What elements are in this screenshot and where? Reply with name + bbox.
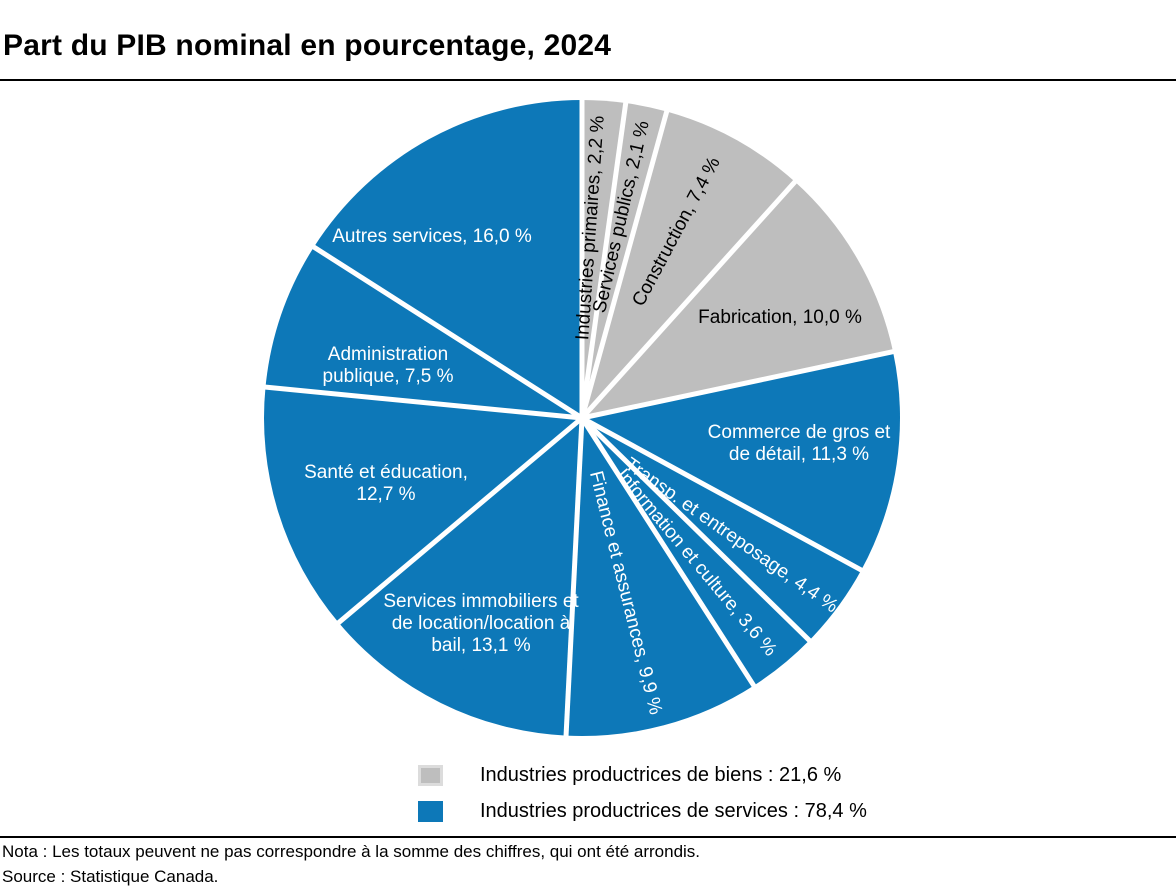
slice-label-autres-services: Autres services, 16,0 % — [332, 226, 532, 247]
slice-label-services-immobiliers: Services immobiliers et de location/locat… — [383, 591, 579, 656]
legend: Industries productrices de biens : 21,6 … — [418, 757, 867, 829]
slice-label-sante-et-education: Santé et éducation, 12,7 % — [304, 462, 468, 505]
title-rule — [0, 79, 1176, 81]
legend-row-biens: Industries productrices de biens : 21,6 … — [418, 757, 867, 793]
slice-label-administration-publique: Administration publique, 7,5 % — [322, 344, 454, 387]
slice-label-commerce-de-gros-et-de-detail: Commerce de gros et de détail, 11,3 % — [707, 422, 891, 465]
chart-source: Source : Statistique Canada. — [2, 867, 219, 886]
slice-separator — [580, 179, 798, 420]
slice-separator — [579, 416, 757, 688]
slice-separator — [579, 109, 670, 419]
pie-slice-construction — [582, 111, 795, 419]
slice-separator — [336, 416, 584, 626]
legend-label-services: Industries productrices de services : 78… — [480, 799, 867, 822]
slice-separator — [311, 244, 584, 421]
footer-rule — [0, 836, 1176, 838]
slice-separator — [581, 349, 895, 421]
slice-separator — [580, 415, 864, 573]
legend-label-biens: Industries productrices de biens : 21,6 … — [480, 763, 842, 786]
slice-separator — [563, 417, 585, 737]
pie-slice-information-et-culture — [582, 418, 810, 686]
pie-slice-finance-et-assurances — [566, 418, 754, 737]
pie-slice-autres-services — [313, 100, 582, 418]
page-title: Part du PIB nominal en pourcentage, 2024 — [3, 29, 612, 62]
slice-label-fabrication: Fabrication, 10,0 % — [698, 307, 862, 328]
pie-slice-sante-et-education — [263, 387, 582, 623]
legend-swatch-services — [418, 800, 443, 822]
legend-swatch-biens — [418, 764, 443, 786]
pie-slice-fabrication — [582, 181, 894, 418]
chart-note: Nota : Les totaux peuvent ne pas corresp… — [2, 842, 701, 861]
pie-slice-transport-et-entreposage — [582, 418, 862, 641]
pie-slice-commerce-de-gros-et-de-detail — [582, 351, 901, 571]
slice-separator — [264, 384, 583, 421]
pie-slice-services-immobiliers — [338, 418, 582, 736]
slice-separator — [579, 101, 629, 419]
pie-slice-administration-publique — [265, 247, 582, 418]
legend-row-services: Industries productrices de services : 78… — [418, 793, 867, 829]
slice-separator — [580, 416, 812, 643]
